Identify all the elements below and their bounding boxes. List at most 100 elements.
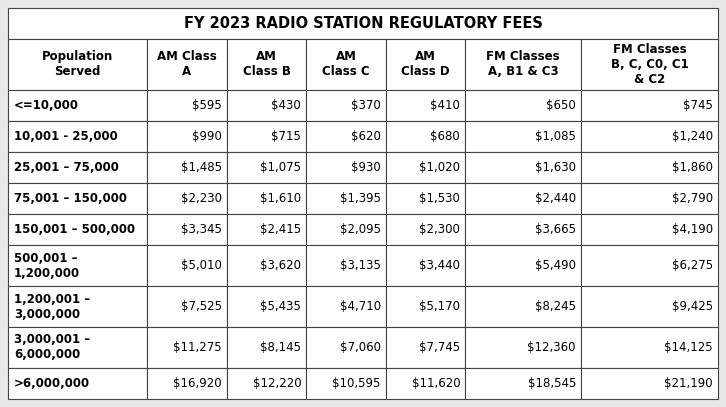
- Text: $12,220: $12,220: [253, 377, 301, 390]
- Text: 150,001 – 500,000: 150,001 – 500,000: [14, 223, 135, 236]
- Bar: [147, 183, 227, 214]
- Text: $650: $650: [546, 99, 576, 112]
- Text: $620: $620: [351, 130, 380, 143]
- Bar: [8, 183, 147, 214]
- Text: 75,001 – 150,000: 75,001 – 150,000: [14, 192, 127, 205]
- Bar: [386, 39, 465, 90]
- Text: $1,630: $1,630: [535, 161, 576, 174]
- Bar: [227, 121, 306, 152]
- Bar: [465, 214, 581, 245]
- Bar: [465, 368, 581, 399]
- Bar: [227, 39, 306, 90]
- Bar: [386, 286, 465, 327]
- Bar: [306, 183, 386, 214]
- Bar: [8, 152, 147, 183]
- Bar: [227, 90, 306, 121]
- Bar: [581, 39, 718, 90]
- Bar: [147, 214, 227, 245]
- Text: 3,000,001 –
6,000,000: 3,000,001 – 6,000,000: [14, 333, 90, 361]
- Bar: [581, 152, 718, 183]
- Bar: [147, 39, 227, 90]
- Text: $16,920: $16,920: [173, 377, 221, 390]
- Bar: [581, 183, 718, 214]
- Text: $5,435: $5,435: [261, 300, 301, 313]
- Bar: [8, 286, 147, 327]
- Bar: [581, 121, 718, 152]
- Bar: [147, 327, 227, 368]
- Text: $2,095: $2,095: [340, 223, 380, 236]
- Text: 500,001 –
1,200,000: 500,001 – 1,200,000: [14, 252, 80, 280]
- Text: AM Class
A: AM Class A: [157, 50, 217, 79]
- Bar: [465, 245, 581, 286]
- Bar: [227, 214, 306, 245]
- Text: $18,545: $18,545: [528, 377, 576, 390]
- Text: $21,190: $21,190: [664, 377, 713, 390]
- Text: $10,595: $10,595: [333, 377, 380, 390]
- Bar: [8, 327, 147, 368]
- Text: $680: $680: [431, 130, 460, 143]
- Text: $1,485: $1,485: [181, 161, 221, 174]
- Bar: [306, 90, 386, 121]
- Bar: [227, 245, 306, 286]
- Text: $4,710: $4,710: [340, 300, 380, 313]
- Text: AM
Class D: AM Class D: [401, 50, 450, 79]
- Text: $3,620: $3,620: [260, 259, 301, 272]
- Text: $1,075: $1,075: [260, 161, 301, 174]
- Text: $9,425: $9,425: [672, 300, 713, 313]
- Bar: [8, 121, 147, 152]
- Bar: [8, 214, 147, 245]
- Bar: [8, 39, 147, 90]
- Bar: [465, 90, 581, 121]
- Text: $430: $430: [272, 99, 301, 112]
- Text: $1,240: $1,240: [672, 130, 713, 143]
- Text: $3,135: $3,135: [340, 259, 380, 272]
- Text: $5,490: $5,490: [535, 259, 576, 272]
- Bar: [147, 152, 227, 183]
- Bar: [147, 368, 227, 399]
- Bar: [8, 245, 147, 286]
- Text: FY 2023 RADIO STATION REGULATORY FEES: FY 2023 RADIO STATION REGULATORY FEES: [184, 16, 542, 31]
- Text: <=10,000: <=10,000: [14, 99, 79, 112]
- Bar: [386, 121, 465, 152]
- Text: $990: $990: [192, 130, 221, 143]
- Text: $11,620: $11,620: [412, 377, 460, 390]
- Bar: [581, 90, 718, 121]
- Bar: [465, 327, 581, 368]
- Bar: [306, 39, 386, 90]
- Bar: [465, 286, 581, 327]
- Bar: [386, 152, 465, 183]
- Text: $6,275: $6,275: [672, 259, 713, 272]
- Text: $745: $745: [683, 99, 713, 112]
- Text: 1,200,001 –
3,000,000: 1,200,001 – 3,000,000: [14, 293, 90, 321]
- Bar: [306, 245, 386, 286]
- Text: $2,415: $2,415: [260, 223, 301, 236]
- Bar: [227, 152, 306, 183]
- Bar: [581, 286, 718, 327]
- Text: $5,010: $5,010: [181, 259, 221, 272]
- Text: $8,245: $8,245: [535, 300, 576, 313]
- Bar: [386, 90, 465, 121]
- Text: $1,530: $1,530: [420, 192, 460, 205]
- Text: Population
Served: Population Served: [42, 50, 113, 79]
- Text: $930: $930: [351, 161, 380, 174]
- Text: $2,300: $2,300: [420, 223, 460, 236]
- Text: $3,665: $3,665: [535, 223, 576, 236]
- Text: $3,440: $3,440: [419, 259, 460, 272]
- Bar: [386, 245, 465, 286]
- Text: AM
Class B: AM Class B: [242, 50, 290, 79]
- Bar: [306, 121, 386, 152]
- Bar: [386, 214, 465, 245]
- Bar: [306, 214, 386, 245]
- Text: 10,001 - 25,000: 10,001 - 25,000: [14, 130, 118, 143]
- Text: $1,020: $1,020: [419, 161, 460, 174]
- Text: $7,525: $7,525: [181, 300, 221, 313]
- Text: $12,360: $12,360: [528, 341, 576, 354]
- Bar: [8, 90, 147, 121]
- Text: AM
Class C: AM Class C: [322, 50, 370, 79]
- Bar: [386, 368, 465, 399]
- Bar: [306, 327, 386, 368]
- Text: $2,790: $2,790: [672, 192, 713, 205]
- Bar: [227, 327, 306, 368]
- Text: $1,085: $1,085: [535, 130, 576, 143]
- Bar: [227, 286, 306, 327]
